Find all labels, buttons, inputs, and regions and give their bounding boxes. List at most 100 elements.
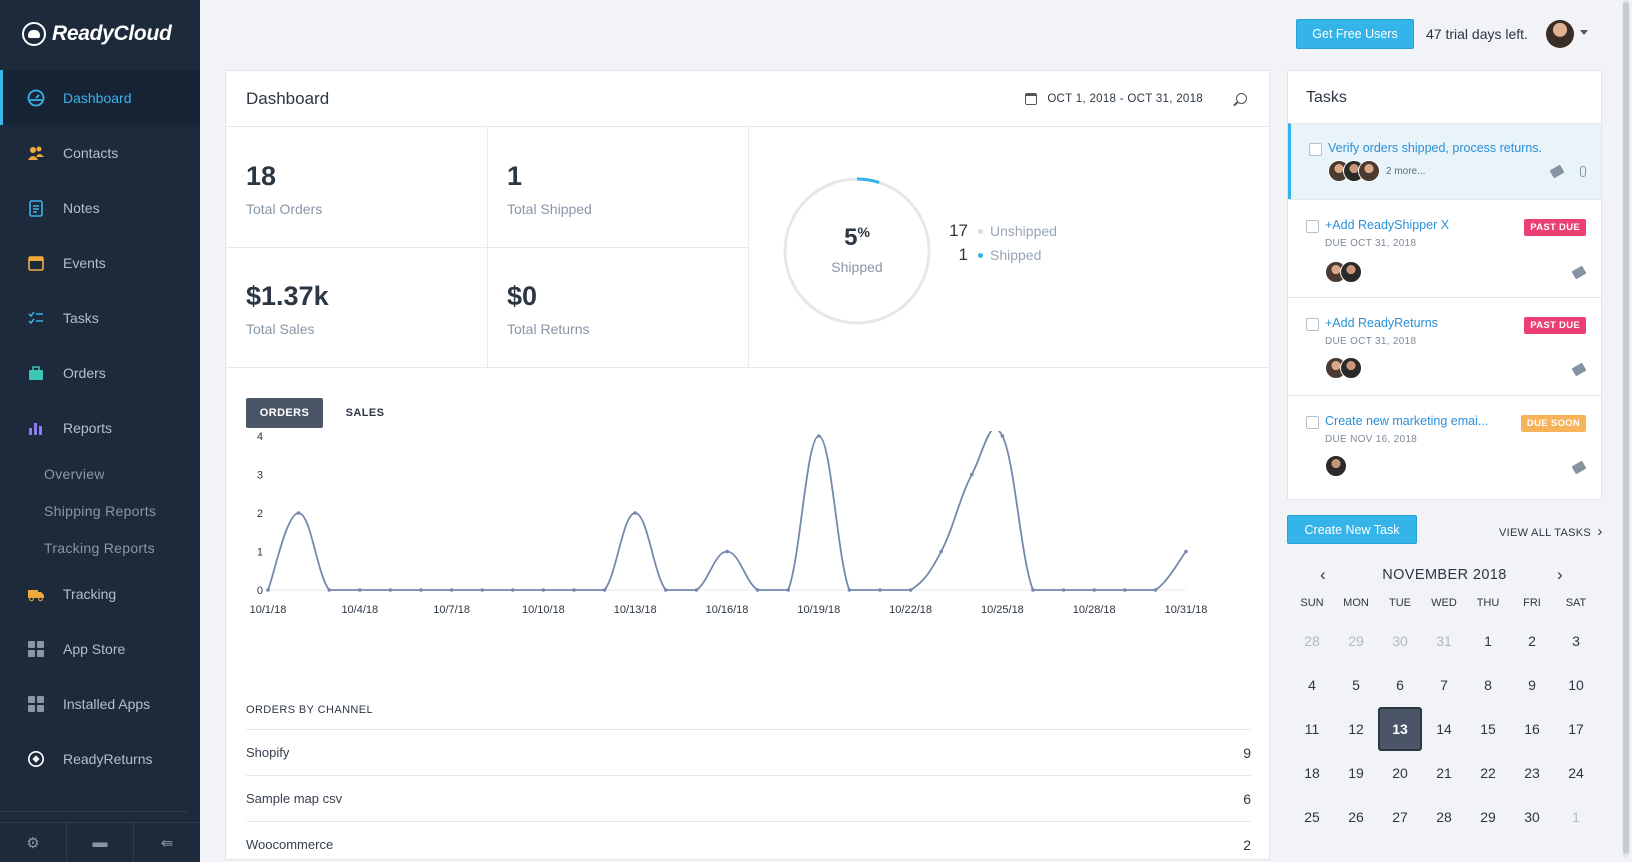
view-all-tasks-link[interactable]: VIEW ALL TASKS › [1499,523,1603,540]
page-scrollbar[interactable] [1622,0,1630,858]
tag-icon[interactable] [1571,362,1587,377]
sidebar-item-notes[interactable]: Notes [0,180,200,235]
data-point [755,588,760,592]
scrollbar-thumb[interactable] [1623,2,1629,854]
sidebar-item-dashboard[interactable]: Dashboard [0,70,200,125]
calendar-day[interactable]: 18 [1304,765,1320,781]
calendar-day[interactable]: 1 [1572,809,1580,825]
date-range-picker[interactable]: OCT 1, 2018 - OCT 31, 2018 [1025,93,1203,105]
tag-icon[interactable] [1571,265,1587,280]
calendar-day[interactable]: 12 [1348,721,1364,737]
next-month-icon[interactable]: › [1557,565,1563,584]
task-item[interactable]: +Add ReadyShipper X DUE OCT 31, 2018 PAS… [1288,199,1601,297]
calendar-day[interactable]: 30 [1524,809,1540,825]
sidebar-item-events[interactable]: Events [0,235,200,290]
calendar-day[interactable]: 24 [1568,765,1584,781]
task-checkbox[interactable] [1306,416,1319,429]
cloud-logo-icon [22,22,46,46]
calendar-day[interactable]: 29 [1480,809,1496,825]
calendar-day[interactable]: 27 [1392,809,1408,825]
calendar-day[interactable]: 17 [1568,721,1584,737]
date-range-text: OCT 1, 2018 - OCT 31, 2018 [1047,93,1203,105]
calendar-day[interactable]: 10 [1568,677,1584,693]
sidebar-item-reports[interactable]: Reports [0,400,200,455]
gear-icon[interactable]: ⚙ [0,823,67,862]
tasks-icon [27,309,45,327]
tasks-panel: Tasks Verify orders shipped, process ret… [1287,70,1602,500]
data-point [786,588,790,592]
sidebar-subitem-overview[interactable]: Overview [44,465,105,482]
calendar-day[interactable]: 16 [1524,721,1540,737]
calendar-day[interactable]: 8 [1484,677,1492,693]
user-avatar[interactable] [1546,20,1574,48]
calendar-day[interactable]: 6 [1396,677,1404,693]
task-checkbox[interactable] [1306,220,1319,233]
shipped-label: Shipped [831,259,883,275]
task-title[interactable]: +Add ReadyShipper X [1325,218,1450,232]
task-title[interactable]: Create new marketing emai... [1325,414,1489,428]
task-title[interactable]: +Add ReadyReturns [1325,316,1438,330]
task-item[interactable]: +Add ReadyReturns DUE OCT 31, 2018 PAST … [1288,297,1601,395]
sidebar-subitem-tracking-reports[interactable]: Tracking Reports [44,539,155,556]
task-item[interactable]: Verify orders shipped, process returns. … [1288,123,1601,199]
sidebar-item-app-store[interactable]: App Store [0,621,200,676]
calendar-day[interactable]: 25 [1304,809,1320,825]
calendar-day[interactable]: 28 [1436,809,1452,825]
tab-orders[interactable]: ORDERS [246,398,323,428]
sidebar-item-contacts[interactable]: Contacts [0,125,200,180]
channel-name: Woocommerce [246,837,334,852]
task-checkbox[interactable] [1309,143,1322,156]
task-title[interactable]: Verify orders shipped, process returns. [1328,141,1542,155]
paperclip-icon[interactable] [1580,166,1586,177]
task-checkbox[interactable] [1306,318,1319,331]
task-item[interactable]: Create new marketing emai... DUE NOV 16,… [1288,395,1601,499]
calendar-icon [1025,93,1038,105]
x-tick-label: 10/7/18 [433,604,470,616]
more-assignees[interactable]: 2 more... [1386,166,1426,177]
calendar-day[interactable]: 2 [1528,633,1536,649]
collapse-icon[interactable]: ⇚ [160,834,174,852]
calendar-day[interactable]: 31 [1436,633,1452,649]
channel-value: 6 [1243,790,1251,807]
tab-sales[interactable]: SALES [345,407,385,419]
prev-month-icon[interactable]: ‹ [1320,565,1326,584]
get-free-users-button[interactable]: Get Free Users [1296,19,1414,49]
calendar-day[interactable]: 13 [1378,707,1422,751]
calendar-day[interactable]: 28 [1304,633,1320,649]
calendar-day[interactable]: 15 [1480,721,1496,737]
main-nav: Dashboard Contacts Notes Events Tasks [0,70,200,786]
sidebar-item-installed-apps[interactable]: Installed Apps [0,676,200,731]
calendar-day[interactable]: 19 [1348,765,1364,781]
calendar-day[interactable]: 11 [1304,721,1320,737]
data-point [1123,588,1127,592]
calendar-day[interactable]: 21 [1436,765,1452,781]
search-icon[interactable] [1236,93,1247,104]
brand-logo[interactable]: ReadyCloud [22,22,172,46]
calendar-day[interactable]: 4 [1308,677,1316,693]
calendar-day[interactable]: 5 [1352,677,1360,693]
create-new-task-button[interactable]: Create New Task [1287,515,1417,544]
sidebar-item-readyreturns[interactable]: ReadyReturns [0,731,200,786]
calendar-day[interactable]: 3 [1572,633,1580,649]
sidebar-item-tasks[interactable]: Tasks [0,290,200,345]
sidebar-subitem-shipping-reports[interactable]: Shipping Reports [44,502,157,519]
calendar-day[interactable]: 29 [1348,633,1364,649]
sidebar-item-tracking[interactable]: Tracking [0,566,200,621]
sidebar-item-orders[interactable]: Orders [0,345,200,400]
calendar-day[interactable]: 30 [1392,633,1408,649]
chevron-down-icon[interactable] [1580,30,1588,35]
calendar-day[interactable]: 22 [1480,765,1496,781]
stat-divider [748,127,749,367]
calendar-day[interactable]: 14 [1436,721,1452,737]
data-point [266,588,270,592]
calendar-day[interactable]: 1 [1484,633,1492,649]
calendar-day[interactable]: 9 [1528,677,1536,693]
calendar-day[interactable]: 20 [1392,765,1408,781]
calendar-day[interactable]: 7 [1440,677,1448,693]
card-icon[interactable]: ▬ [67,823,134,862]
calendar-day[interactable]: 23 [1524,765,1540,781]
data-point [1184,549,1188,554]
tag-icon[interactable] [1549,164,1565,179]
tag-icon[interactable] [1571,460,1587,475]
calendar-day[interactable]: 26 [1348,809,1364,825]
